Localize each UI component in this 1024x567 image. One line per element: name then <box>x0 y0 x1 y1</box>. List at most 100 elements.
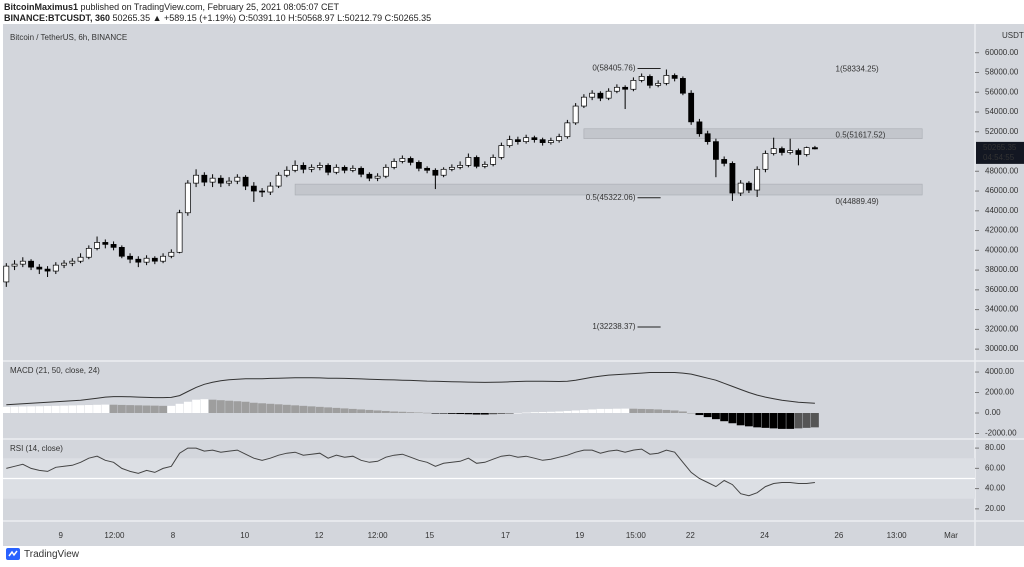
y-tick-label: 32000.00 <box>985 324 1019 333</box>
histogram-bar <box>621 408 630 414</box>
histogram-bar <box>678 411 687 414</box>
candle-body <box>655 82 662 86</box>
fib-label: 0(58405.76) <box>592 64 635 73</box>
publisher: BitcoinMaximus1 <box>4 2 79 12</box>
candle-body <box>457 164 464 168</box>
histogram-bar <box>744 413 753 427</box>
candle-body <box>267 185 274 193</box>
candle-body <box>803 147 810 155</box>
candle-body <box>564 122 571 138</box>
histogram-bar <box>134 405 143 414</box>
histogram-bar <box>720 413 729 422</box>
histogram-bar <box>505 413 514 414</box>
candle-body <box>597 92 604 99</box>
fib-label: 1(32238.37) <box>592 322 635 331</box>
x-tick-label: 26 <box>834 531 843 540</box>
candle-body <box>630 80 637 90</box>
histogram-bar <box>563 410 572 414</box>
x-tick-label: 15:00 <box>626 531 647 540</box>
histogram-bar <box>794 413 803 429</box>
candle-body <box>547 140 554 143</box>
histogram-bar <box>381 410 390 414</box>
histogram-bar <box>769 413 778 429</box>
candle-body <box>721 159 728 164</box>
candle-body <box>407 158 414 163</box>
candle-body <box>514 139 521 142</box>
candle-body <box>11 263 18 267</box>
histogram-bar <box>159 405 167 414</box>
histogram-bar <box>274 404 283 414</box>
histogram-bar <box>2 406 11 414</box>
candle-body <box>713 141 719 160</box>
histogram-bar <box>18 406 27 414</box>
histogram-bar <box>266 403 275 414</box>
published: published on TradingView.com, February 2… <box>80 2 340 12</box>
histogram-bar <box>604 408 613 414</box>
histogram-bar <box>183 401 192 414</box>
histogram-bar <box>579 409 588 414</box>
histogram-bar <box>629 408 638 414</box>
candle-body <box>19 260 26 265</box>
x-tick-label: 17 <box>501 531 510 540</box>
chart: Bitcoin / TetherUS, 6h, BINANCE USDT 0(584… <box>2 24 1024 546</box>
quote: 50265.35 ▲ +589.15 (+1.19%) O:50391.10 H… <box>112 13 432 23</box>
candle-body <box>110 244 117 248</box>
pane-title: MACD (21, 50, close, 24) <box>10 366 100 375</box>
histogram-bar <box>126 405 134 414</box>
y-tick-label: 44000.00 <box>985 206 1019 215</box>
x-tick-label: 19 <box>575 531 584 540</box>
histogram-bar <box>307 406 316 414</box>
candle-body <box>226 180 232 184</box>
histogram-bar <box>662 409 671 414</box>
macd-line <box>6 372 815 406</box>
histogram-bar <box>390 411 399 414</box>
histogram-bar <box>27 406 35 414</box>
candle-body <box>201 174 208 183</box>
candle-body <box>217 177 224 184</box>
histogram-bar <box>670 410 679 414</box>
histogram-bar <box>167 405 176 414</box>
candle-body <box>589 92 596 98</box>
candle-body <box>341 166 348 171</box>
histogram-bar <box>241 401 250 414</box>
candle-body <box>432 169 439 176</box>
candle-body <box>812 147 818 150</box>
candle-body <box>308 166 315 170</box>
histogram-bar <box>414 412 423 414</box>
histogram-bar <box>654 409 663 414</box>
countdown: 04:54:55 <box>983 153 1015 162</box>
x-tick-label: 12:00 <box>104 531 125 540</box>
candle-body <box>688 92 695 123</box>
header: BitcoinMaximus1 published on TradingView… <box>4 2 431 24</box>
histogram-bar <box>802 413 811 428</box>
candle-body <box>52 264 59 272</box>
y-tick-label: 0.00 <box>985 408 1001 417</box>
histogram-bar <box>142 405 151 414</box>
candle-body <box>283 169 290 176</box>
y-tick-label: 48000.00 <box>985 166 1019 175</box>
histogram-bar <box>456 413 465 415</box>
candle-body <box>795 150 802 155</box>
candle-body <box>440 168 447 176</box>
candle-body <box>762 153 769 170</box>
zone <box>294 183 923 196</box>
candle-body <box>382 166 389 177</box>
histogram-bar <box>711 413 720 420</box>
histogram-bar <box>703 413 712 418</box>
histogram-bar <box>373 410 382 414</box>
histogram-bar <box>208 399 217 414</box>
histogram-bar <box>423 412 432 414</box>
zone-label: 0.5(51617.52) <box>836 131 886 140</box>
candle-body <box>316 164 323 168</box>
candle-body <box>349 167 356 171</box>
candle-body <box>250 185 257 192</box>
x-tick-label: 24 <box>760 531 769 540</box>
candle-body <box>506 139 513 146</box>
candle-body <box>787 150 794 153</box>
histogram-bar <box>225 400 234 414</box>
candle-body <box>374 175 381 179</box>
y-tick-label: 54000.00 <box>985 107 1019 116</box>
logo <box>6 548 20 560</box>
histogram-bar <box>695 413 704 416</box>
